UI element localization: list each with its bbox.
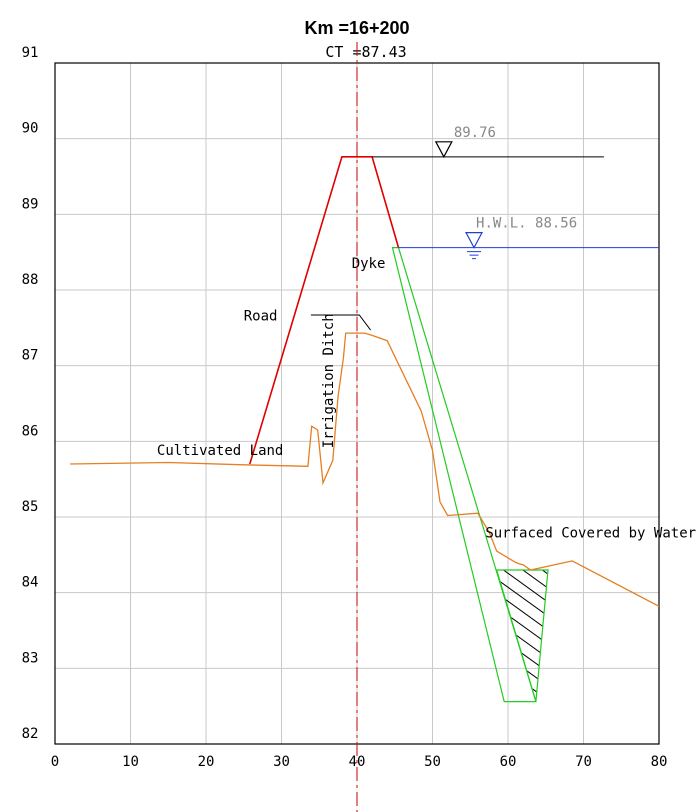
y-tick-label: 90: [22, 121, 39, 137]
x-tick-label: 30: [273, 754, 290, 770]
hatch-line: [496, 575, 548, 621]
y-tick-label: 87: [22, 348, 39, 364]
x-tick-label: 80: [651, 754, 668, 770]
y-tick-label: 89: [22, 196, 39, 212]
x-tick-label: 50: [424, 754, 441, 770]
hatch-line: [496, 570, 548, 579]
y-tick-label: 86: [22, 423, 39, 439]
hwl-marker-icon: [465, 232, 484, 249]
y-tick-label: 88: [22, 272, 39, 288]
y-tick-label: 84: [22, 575, 39, 591]
x-tick-label: 70: [575, 754, 592, 770]
hatch-line: [496, 570, 548, 607]
y-tick-label: 91: [22, 45, 39, 61]
crest-level-marker-icon: [434, 141, 453, 159]
dyke-profile-line: [249, 156, 400, 465]
riprap-hatch: [493, 570, 553, 745]
hwl-label: H.W.L. 88.56: [476, 216, 577, 232]
y-tick-label: 82: [22, 726, 39, 742]
annotation-irrigation-ditch: Irrigation Ditch: [321, 313, 337, 448]
ground-profile-line: [70, 332, 660, 607]
y-tick-labels: 82 83 84 85 86 87 88 89 90 91: [22, 45, 39, 742]
chart-subtitle: CT =87.43: [325, 43, 406, 61]
x-tick-labels: 0 10 20 30 40 50 60 70 80: [51, 754, 668, 770]
hatch-line: [493, 702, 553, 745]
x-tick-label: 60: [500, 754, 517, 770]
plot-area: 89.76 H.W.L. 88.56 Cultivated Land Road Irri…: [70, 42, 696, 812]
y-tick-label: 83: [22, 650, 39, 666]
chart-title: Km =16+200: [304, 18, 409, 38]
y-tick-label: 85: [22, 499, 39, 515]
riprap-outline: [495, 569, 549, 702]
hatch-line: [496, 659, 548, 702]
annotation-surfaced-covered-by-water: Surfaced Covered by Water: [485, 525, 696, 541]
road-leader-line: [310, 314, 372, 331]
x-tick-label: 10: [122, 754, 139, 770]
x-tick-label: 20: [198, 754, 215, 770]
annotation-dyke: Dyke: [352, 256, 386, 272]
hatch-line: [496, 673, 548, 702]
annotation-road: Road: [244, 308, 278, 324]
excavation-outline: [391, 247, 537, 703]
annotation-cultivated-land: Cultivated Land: [157, 443, 283, 459]
x-tick-label: 0: [51, 754, 59, 770]
hatch-line: [496, 617, 548, 663]
grid: [54, 62, 660, 745]
crest-level-label: 89.76: [454, 125, 496, 141]
hatch-line: [496, 631, 548, 677]
